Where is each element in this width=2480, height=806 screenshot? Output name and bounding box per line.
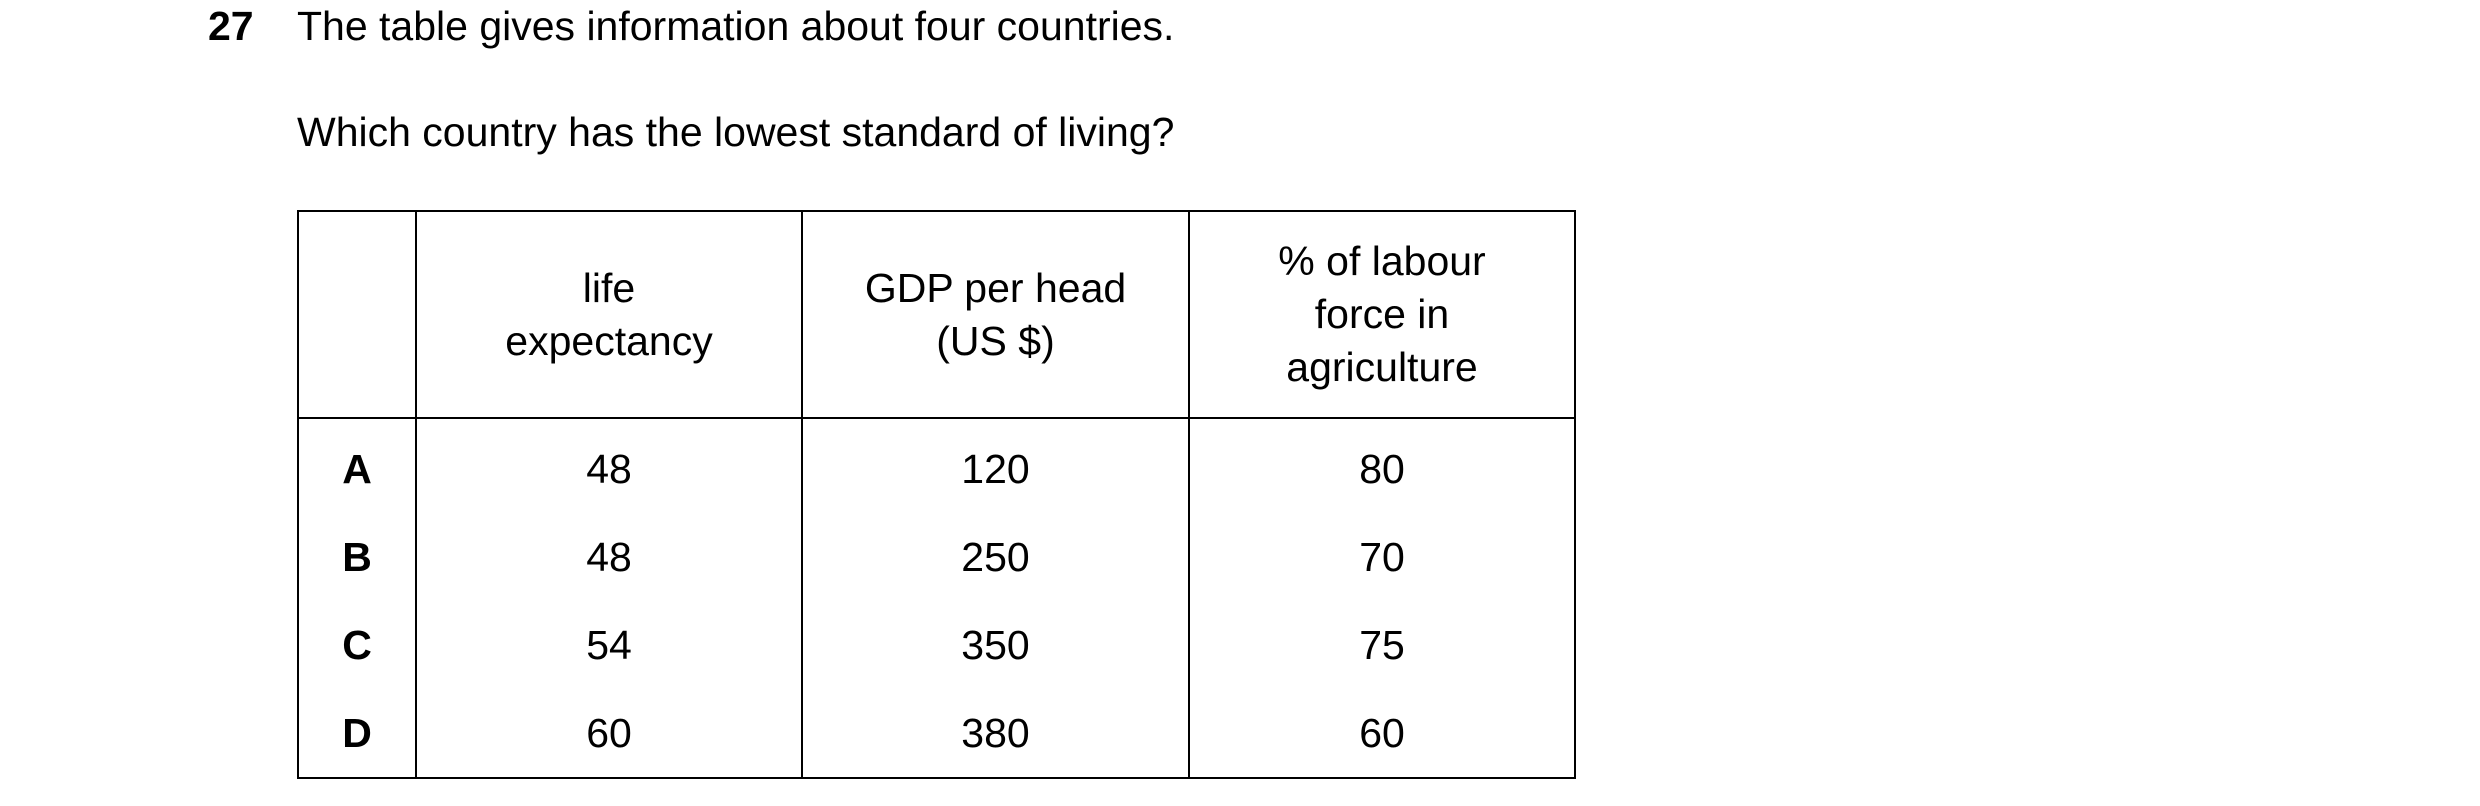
header-line: expectancy (505, 317, 713, 364)
data-cell: 80 (1188, 418, 1576, 513)
question-prompt: Which country has the lowest standard of… (297, 109, 1175, 155)
header-cell: % of labour force in agriculture (1188, 210, 1576, 419)
header-cell: GDP per head (US $) (801, 210, 1190, 419)
data-cell: 380 (801, 689, 1190, 779)
question-number: 27 (208, 3, 254, 49)
question-text: The table gives information about four c… (297, 3, 1175, 49)
data-cell: 60 (1188, 689, 1576, 779)
header-line: life (582, 264, 636, 311)
data-cell: 75 (1188, 601, 1576, 689)
data-cell: 350 (801, 601, 1190, 689)
table-row: D 60 380 60 (297, 689, 1576, 779)
data-cell: 70 (1188, 513, 1576, 601)
header-line: % of labour (1278, 238, 1486, 284)
data-cell: 250 (801, 513, 1190, 601)
option-letter: B (297, 513, 417, 601)
table-body: A 48 120 80 B 48 250 70 C 54 350 75 D 60 380 60 (297, 418, 1576, 779)
option-letter: A (297, 418, 417, 513)
header-row: life expectancy GDP per head (US $) % of lab… (297, 210, 1576, 419)
data-cell: 54 (415, 601, 803, 689)
header-line: agriculture (1286, 344, 1478, 390)
data-cell: 60 (415, 689, 803, 779)
corner-cell (297, 210, 417, 419)
table-row: C 54 350 75 (297, 601, 1576, 689)
data-table: life expectancy GDP per head (US $) % of lab… (297, 210, 1576, 779)
data-cell: 48 (415, 513, 803, 601)
table-row: A 48 120 80 (297, 418, 1576, 513)
data-cell: 120 (801, 418, 1190, 513)
option-letter: C (297, 601, 417, 689)
header-cell: life expectancy (415, 210, 803, 419)
header-line: GDP per head (864, 264, 1127, 311)
header-line: force in (1314, 291, 1450, 337)
header-line: (US $) (936, 317, 1055, 364)
table-row: B 48 250 70 (297, 513, 1576, 601)
data-cell: 48 (415, 418, 803, 513)
option-letter: D (297, 689, 417, 779)
